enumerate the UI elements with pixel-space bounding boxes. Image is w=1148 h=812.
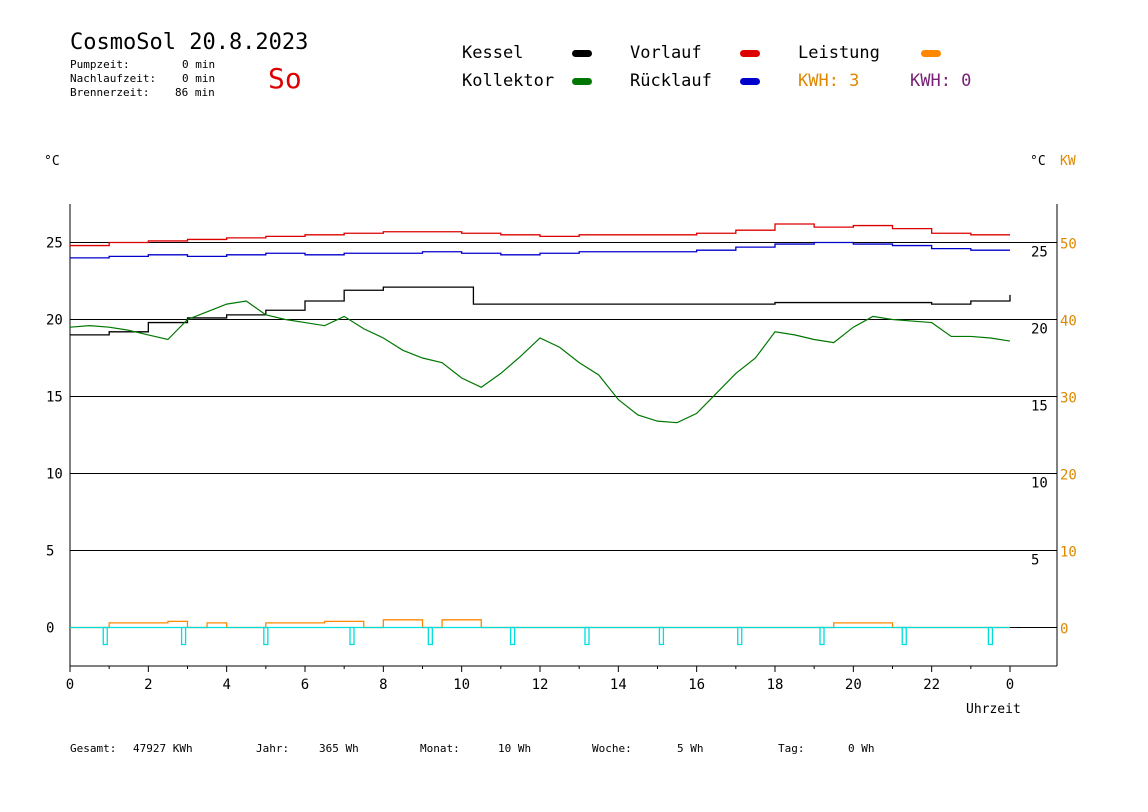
y-right-temp-tick-label: 20 [1031, 322, 1048, 338]
legend-ruecklauf: Rücklauf [630, 71, 712, 91]
stat-value-pumpzeit: 0 min [182, 58, 216, 71]
y-left-tick-label: 15 [46, 390, 63, 406]
series-vorlauf [70, 223, 1010, 247]
footer-jahr-label: Jahr: [256, 742, 290, 755]
series-kollektor [69, 300, 1011, 424]
series-leistung [70, 619, 1010, 629]
legend-leistung-swatch [921, 50, 941, 57]
pump-pulse-mark [427, 626, 433, 646]
footer-tag-label: Tag: [778, 742, 805, 755]
y-right-temp-tick-label: 15 [1031, 399, 1048, 415]
footer-woche-label: Woche: [592, 742, 632, 755]
x-axis-label: Uhrzeit [966, 702, 1021, 717]
legend-vorlauf: Vorlauf [630, 43, 702, 63]
x-tick-label: 20 [845, 677, 862, 693]
footer-gesamt-value: 47927 KWh [133, 742, 193, 755]
pump-pulse-mark [509, 626, 516, 646]
x-tick-label: 12 [532, 677, 549, 693]
y-left-tick-label: 5 [46, 544, 54, 560]
stat-label-brennerzeit: Brennerzeit: [70, 86, 150, 99]
pump-pulse-mark [584, 626, 590, 646]
legend-kollektor: Kollektor [462, 71, 555, 91]
y-left-tick-label: 20 [46, 313, 63, 329]
series-ruecklauf [70, 241, 1010, 259]
legend-vorlauf-swatch [740, 50, 760, 57]
pump-pulse-mark [987, 626, 994, 646]
x-tick-label: 0 [66, 677, 74, 693]
x-tick-label: 10 [453, 677, 470, 693]
x-tick-label: 8 [379, 677, 387, 693]
pump-pulse-mark [901, 626, 907, 646]
footer-monat-label: Monat: [420, 742, 460, 755]
page-title: CosmoSol 20.8.2023 [70, 30, 309, 55]
x-tick-label: 16 [688, 677, 705, 693]
legend-kwh-2: KWH: 0 [910, 71, 972, 91]
y-right-kw-tick-label: 10 [1060, 545, 1077, 561]
x-tick-label: 4 [222, 677, 230, 693]
y-right-temp-unit: °C [1030, 154, 1046, 169]
stat-label-nachlaufzeit: Nachlaufzeit: [70, 72, 157, 85]
y-right-temp-tick-label: 25 [1031, 245, 1048, 261]
y-left-tick-label: 10 [46, 467, 63, 483]
y-right-kw-tick-label: 30 [1060, 391, 1077, 407]
y-right-temp-tick-label: 10 [1031, 476, 1048, 492]
x-tick-label: 2 [144, 677, 152, 693]
legend-kessel: Kessel [462, 43, 524, 63]
y-left-tick-label: 0 [46, 621, 54, 637]
x-tick-label: 22 [923, 677, 940, 693]
legend-ruecklauf-swatch [740, 78, 760, 85]
series-kessel [70, 286, 1011, 336]
stat-value-brennerzeit: 86 min [175, 86, 215, 99]
stat-value-nachlaufzeit: 0 min [182, 72, 216, 85]
pump-pulse-mark [658, 626, 665, 646]
pump-pulse-mark [737, 626, 743, 646]
y-right-kw-tick-label: 50 [1060, 237, 1077, 253]
x-tick-label: 6 [301, 677, 309, 693]
pump-pulse-mark [819, 626, 825, 646]
footer-jahr-value: 365 Wh [319, 742, 359, 755]
pump-pulse-mark [349, 626, 355, 646]
pump-pulse-mark [263, 626, 269, 646]
y-left-tick-label: 25 [46, 236, 63, 252]
footer-gesamt-label: Gesamt: [70, 742, 117, 755]
y-right-kw-tick-label: 0 [1060, 622, 1068, 638]
y-right-kw-tick-label: 20 [1060, 468, 1077, 484]
pump-pulse-mark [102, 626, 108, 646]
x-tick-label: 0 [1006, 677, 1014, 693]
stat-label-pumpzeit: Pumpzeit: [70, 58, 130, 71]
y-right-temp-tick-label: 5 [1031, 553, 1039, 569]
pump-pulse-mark [180, 626, 187, 646]
legend-kwh-1: KWH: 3 [798, 71, 860, 91]
legend-leistung: Leistung [798, 43, 880, 63]
x-tick-label: 14 [610, 677, 627, 693]
legend-kessel-swatch [572, 50, 592, 57]
footer-woche-value: 5 Wh [677, 742, 704, 755]
y-right-kw-tick-label: 40 [1060, 314, 1077, 330]
day-name: So [268, 62, 302, 95]
footer-monat-value: 10 Wh [498, 742, 532, 755]
x-tick-label: 18 [767, 677, 784, 693]
legend-kollektor-swatch [572, 78, 592, 85]
footer-tag-value: 0 Wh [848, 742, 875, 755]
y-right-kw-unit: KW [1060, 154, 1076, 169]
y-left-unit: °C [44, 154, 60, 169]
